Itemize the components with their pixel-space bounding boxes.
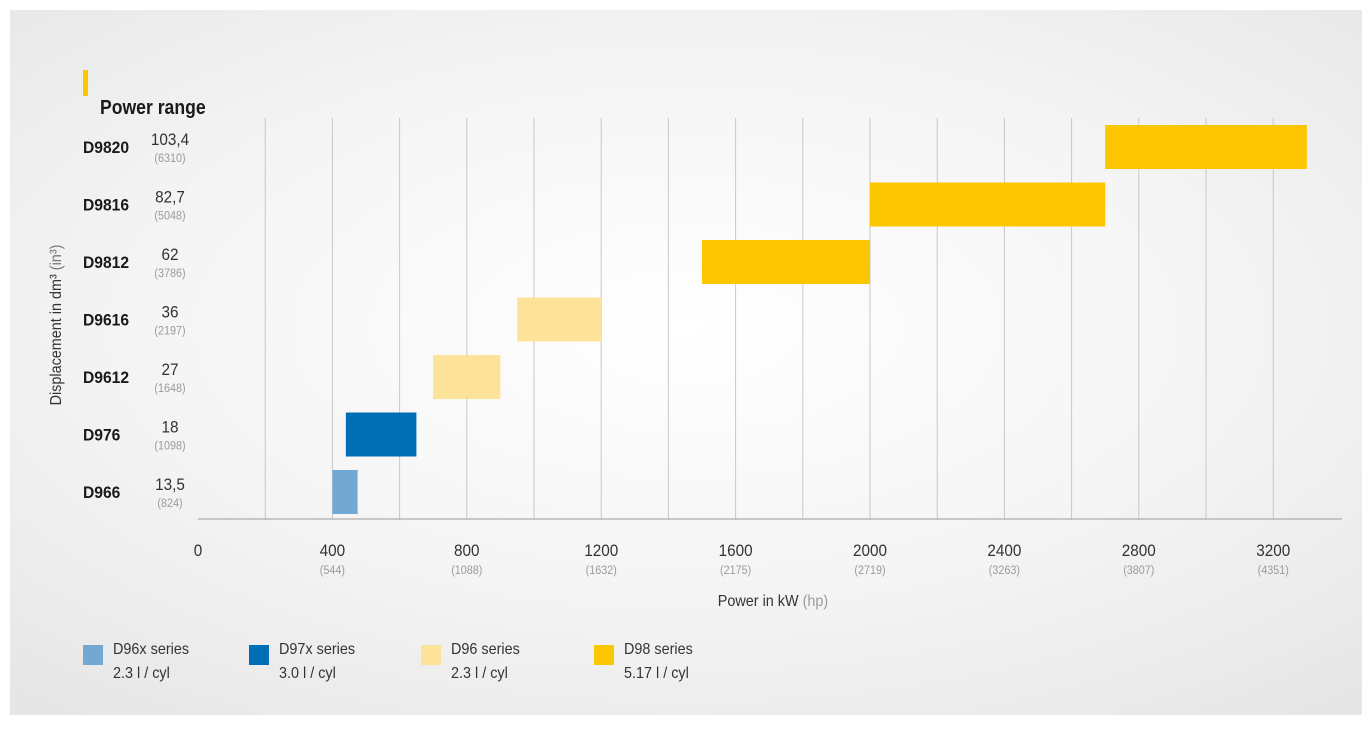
displacement-in3-label: (6310) bbox=[154, 153, 185, 166]
displacement-dm3-label: 103,4 bbox=[151, 130, 189, 149]
x-tick-label: 2800 bbox=[1122, 541, 1156, 560]
range-bar-d9820 bbox=[1105, 125, 1307, 169]
x-tick-sublabel: (1632) bbox=[586, 565, 617, 578]
displacement-dm3-label: 13,5 bbox=[155, 475, 185, 494]
legend-series-detail: 2.3 l / cyl bbox=[451, 665, 508, 682]
x-tick-label: 3200 bbox=[1256, 541, 1290, 560]
y-axis-title: Displacement in dm³ (in³) bbox=[47, 245, 65, 406]
legend-swatch bbox=[83, 645, 103, 665]
displacement-dm3-label: 82,7 bbox=[155, 188, 185, 207]
x-tick-sublabel: (2175) bbox=[720, 565, 751, 578]
x-tick-label: 800 bbox=[454, 541, 480, 560]
x-tick-sublabel: (4351) bbox=[1258, 565, 1289, 578]
displacement-dm3-label: 62 bbox=[161, 245, 178, 264]
legend-series-name: D97x series bbox=[279, 641, 356, 658]
engine-label: D9820 bbox=[83, 138, 129, 157]
displacement-dm3-label: 36 bbox=[161, 303, 178, 322]
legend-series-name: D96 series bbox=[451, 641, 520, 658]
x-tick-sublabel: (3263) bbox=[989, 565, 1020, 578]
x-tick-label: 0 bbox=[194, 541, 203, 560]
x-tick-label: 400 bbox=[320, 541, 346, 560]
legend-series-detail: 5.17 l / cyl bbox=[624, 665, 689, 682]
chart-title: Power range bbox=[100, 97, 206, 119]
x-tick-sublabel: (2719) bbox=[854, 565, 885, 578]
legend-series-name: D98 series bbox=[624, 641, 693, 658]
displacement-in3-label: (1648) bbox=[154, 383, 185, 396]
displacement-in3-label: (824) bbox=[157, 498, 182, 511]
x-tick-sublabel: (544) bbox=[320, 565, 345, 578]
range-bar-d966 bbox=[332, 470, 358, 514]
engine-label: D9812 bbox=[83, 253, 129, 272]
x-axis-title: Power in kW (hp) bbox=[718, 592, 828, 610]
engine-label: D9612 bbox=[83, 368, 129, 387]
range-bar-d976 bbox=[345, 412, 417, 457]
legend-swatch bbox=[249, 645, 269, 665]
x-tick-label: 2000 bbox=[853, 541, 887, 560]
displacement-dm3-label: 18 bbox=[161, 418, 178, 437]
legend-series-detail: 3.0 l / cyl bbox=[279, 665, 336, 682]
x-tick-sublabel: (3807) bbox=[1123, 565, 1154, 578]
range-bar-d9616 bbox=[517, 297, 602, 342]
x-tick-sublabel: (1088) bbox=[451, 565, 482, 578]
engine-label: D9616 bbox=[83, 311, 129, 330]
displacement-in3-label: (1098) bbox=[154, 440, 185, 453]
range-bar-d9612 bbox=[433, 355, 501, 399]
x-tick-label: 2400 bbox=[987, 541, 1021, 560]
legend-swatch bbox=[594, 645, 614, 665]
displacement-in3-label: (5048) bbox=[154, 210, 185, 223]
displacement-dm3-label: 27 bbox=[161, 360, 178, 379]
engine-label: D9816 bbox=[83, 196, 129, 215]
range-bar-d9812 bbox=[702, 240, 870, 284]
engine-label: D976 bbox=[83, 426, 120, 445]
displacement-in3-label: (3786) bbox=[154, 268, 185, 281]
legend-series-name: D96x series bbox=[113, 641, 190, 658]
engine-label: D966 bbox=[83, 483, 120, 502]
displacement-in3-label: (2197) bbox=[154, 325, 185, 338]
x-tick-label: 1200 bbox=[584, 541, 618, 560]
legend-series-detail: 2.3 l / cyl bbox=[113, 665, 170, 682]
x-tick-label: 1600 bbox=[719, 541, 753, 560]
title-accent-bar bbox=[83, 70, 88, 96]
range-bar-d9816 bbox=[870, 182, 1106, 227]
legend-swatch bbox=[421, 645, 441, 665]
